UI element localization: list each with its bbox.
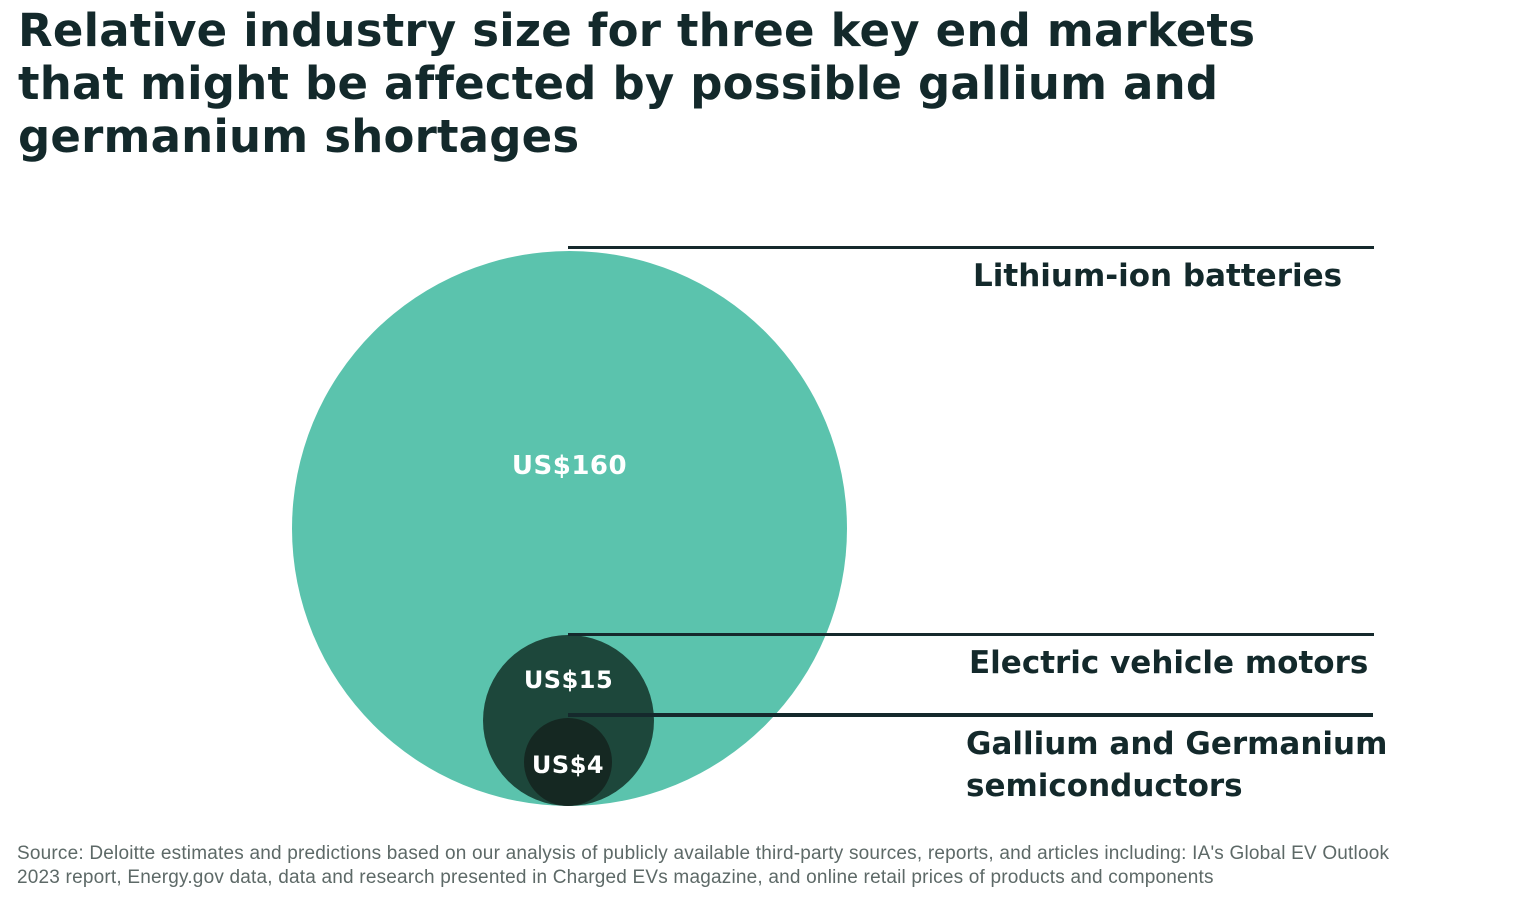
source-note-line-1: Source: Deloitte estimates and predictio… [17, 843, 1390, 864]
leader-line-electric-vehicle-motors [568, 633, 1374, 636]
chart-title-line-1: Relative industry size for three key end… [18, 4, 1256, 57]
bubble-value-lithium-ion-batteries: US$160 [511, 450, 628, 481]
chart-title-line-2: that might be affected by possible galli… [18, 57, 1219, 110]
source-note: Source: Deloitte estimates and predictio… [17, 842, 1527, 890]
leader-line-gallium-germanium-semiconductors [568, 713, 1373, 717]
series-label-lithium-ion-batteries: Lithium-ion batteries [973, 258, 1343, 294]
leader-line-lithium-ion-batteries [568, 246, 1374, 249]
chart-title-line-3: germanium shortages [18, 110, 580, 163]
bubble-gallium-germanium-semiconductors: US$4 [524, 718, 612, 806]
bubble-value-electric-vehicle-motors: US$15 [523, 666, 614, 695]
bubble-value-gallium-germanium-semiconductors: US$4 [531, 751, 605, 780]
chart-title: Relative industry size for three key end… [18, 4, 1255, 163]
series-label-gallium-germanium-semiconductors: Gallium and Germanium semiconductors [966, 726, 1388, 804]
source-note-line-2: 2023 report, Energy.gov data, data and r… [17, 867, 1214, 888]
series-label-electric-vehicle-motors: Electric vehicle motors [969, 645, 1369, 681]
